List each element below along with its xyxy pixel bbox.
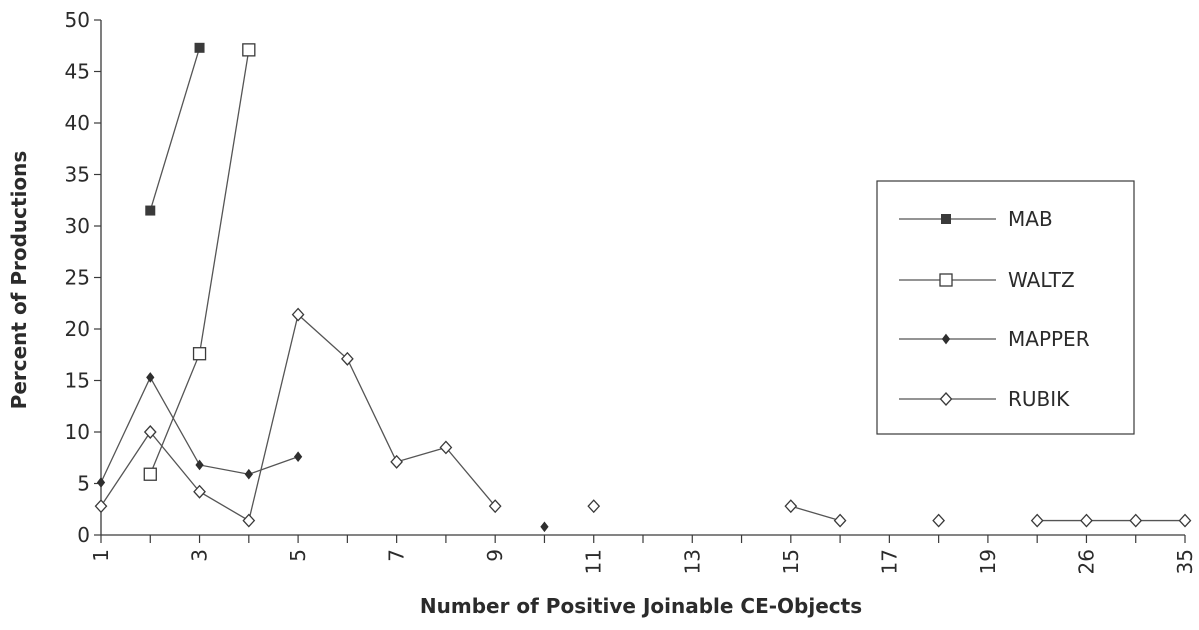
data-point-waltz xyxy=(143,467,157,481)
y-tick-label: 40 xyxy=(65,111,90,135)
y-axis: 0 5 10 15 20 25 30 35 40 45 50 xyxy=(65,8,102,547)
data-point-mapper xyxy=(146,372,155,383)
legend-label: MAB xyxy=(1008,207,1053,231)
x-tick-label: 7 xyxy=(385,549,409,562)
legend-marker xyxy=(939,392,953,406)
series-mapper xyxy=(96,372,549,533)
data-point-rubik xyxy=(94,499,108,514)
data-point-mapper xyxy=(96,477,106,488)
data-point-rubik xyxy=(242,513,256,528)
series-line-waltz xyxy=(149,49,250,475)
data-point-mapper xyxy=(244,468,253,480)
series-waltz xyxy=(143,43,256,481)
data-point-rubik xyxy=(193,484,206,499)
series-rubik xyxy=(94,307,1192,528)
legend-item-mapper: MAPPER xyxy=(899,327,1090,351)
data-point-rubik xyxy=(143,425,157,439)
data-point-rubik xyxy=(340,351,354,366)
y-tick-label: 35 xyxy=(65,163,90,187)
y-tick-label: 45 xyxy=(65,60,90,84)
data-point-rubik xyxy=(439,440,453,455)
data-point-rubik xyxy=(1129,513,1143,528)
series-line-rubik xyxy=(100,313,496,522)
legend-item-waltz: WALTZ xyxy=(899,268,1075,292)
series-mab xyxy=(145,42,205,216)
y-tick-label: 0 xyxy=(77,523,90,547)
x-tick-label: 19 xyxy=(976,549,1000,574)
x-tick-label: 26 xyxy=(1074,549,1098,574)
x-tick-label: 17 xyxy=(877,549,901,574)
y-tick-label: 15 xyxy=(65,369,90,393)
x-tick-label: 5 xyxy=(286,549,310,562)
legend-item-rubik: RUBIK xyxy=(899,387,1070,411)
x-tick-label: 13 xyxy=(680,549,704,574)
data-point-rubik xyxy=(1030,513,1044,528)
legend-label: WALTZ xyxy=(1008,268,1075,292)
data-point-rubik xyxy=(587,499,601,514)
data-point-waltz xyxy=(242,43,256,57)
data-point-rubik xyxy=(833,513,847,528)
legend-marker xyxy=(941,333,951,345)
x-tick-label: 9 xyxy=(483,549,507,562)
y-tick-label: 50 xyxy=(65,8,90,32)
y-tick-label: 5 xyxy=(77,472,90,496)
data-point-rubik xyxy=(1080,513,1093,528)
x-tick-label: 3 xyxy=(188,549,212,562)
legend-marker xyxy=(939,273,953,287)
y-tick-label: 30 xyxy=(65,214,90,238)
data-point-rubik xyxy=(488,499,502,514)
series-line-rubik xyxy=(790,505,841,522)
legend-marker xyxy=(941,214,951,224)
x-tick-label: 15 xyxy=(779,549,803,574)
x-tick-label: 11 xyxy=(582,549,606,574)
y-axis-title: Percent of Productions xyxy=(7,151,31,410)
legend-box xyxy=(876,180,1135,435)
x-tick-label: 35 xyxy=(1173,549,1197,574)
data-point-mapper xyxy=(540,521,549,533)
series-layer xyxy=(94,42,1192,533)
data-point-waltz xyxy=(192,347,207,361)
data-point-rubik xyxy=(932,513,946,528)
x-tick-label: 1 xyxy=(89,549,113,562)
data-point-mapper xyxy=(293,451,303,463)
data-point-rubik xyxy=(291,307,305,322)
data-point-rubik xyxy=(784,499,798,514)
x-axis: 1 3 5 7 9 11 13 15 17 19 26 35 xyxy=(89,534,1197,574)
data-point-mapper xyxy=(195,459,204,471)
legend-label: MAPPER xyxy=(1008,327,1090,351)
data-point-mab xyxy=(145,205,156,216)
series-line-mab xyxy=(149,47,201,211)
y-tick-label: 25 xyxy=(65,266,90,290)
legend-item-mab: MAB xyxy=(899,207,1053,231)
y-tick-label: 20 xyxy=(65,317,90,341)
y-tick-label: 10 xyxy=(65,420,90,444)
legend: MAB WALTZ MAPPER RUBIK xyxy=(876,180,1135,435)
x-axis-title: Number of Positive Joinable CE-Objects xyxy=(420,594,862,618)
data-point-mab xyxy=(194,42,205,53)
data-point-rubik xyxy=(390,454,404,469)
data-point-rubik xyxy=(1178,513,1192,528)
legend-label: RUBIK xyxy=(1008,387,1070,411)
